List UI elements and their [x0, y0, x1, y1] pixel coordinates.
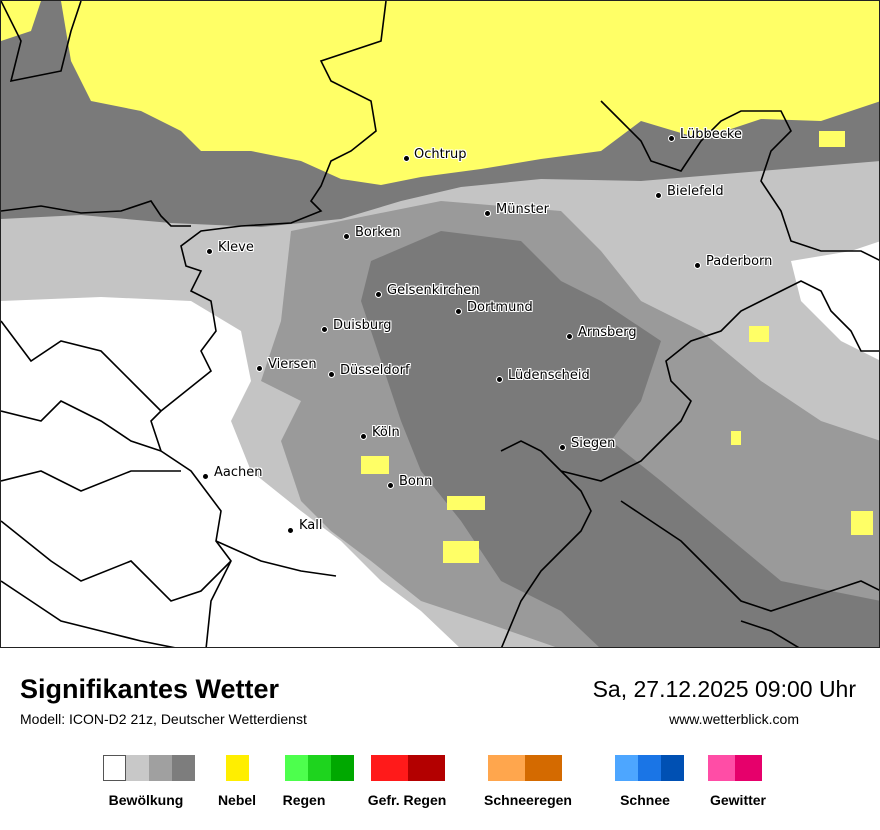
legend-swatch: [408, 755, 445, 781]
fog-patch: [443, 541, 479, 563]
website-link[interactable]: www.wetterblick.com: [669, 711, 799, 727]
map-footer: Signifikantes Wetter Modell: ICON-D2 21z…: [0, 648, 880, 830]
legend-swatch: [149, 755, 172, 781]
city-marker: [566, 333, 573, 340]
fog-patch: [361, 456, 389, 474]
legend-label-freezing-rain: Gefr. Regen: [367, 792, 447, 808]
legend-swatches-freezing-rain: [371, 755, 445, 781]
legend-swatches-fog: [226, 755, 249, 781]
city-label-gelsenkirchen: Gelsenkirchen: [387, 283, 480, 298]
city-marker: [484, 210, 491, 217]
legend-swatch: [371, 755, 408, 781]
weather-map: Ochtrup Lübbecke Bielefeld Münster Borke…: [0, 0, 880, 648]
legend-swatch: [285, 755, 308, 781]
city-label-kall: Kall: [299, 518, 323, 533]
city-marker: [694, 262, 701, 269]
city-marker: [455, 308, 462, 315]
city-marker: [202, 473, 209, 480]
city-marker: [375, 291, 382, 298]
city-marker: [655, 192, 662, 199]
legend-swatch: [735, 755, 762, 781]
city-marker: [403, 155, 410, 162]
city-label-koeln: Köln: [372, 425, 400, 440]
city-label-dortmund: Dortmund: [467, 300, 533, 315]
fog-patch: [447, 496, 485, 510]
city-label-paderborn: Paderborn: [706, 254, 773, 269]
city-marker: [360, 433, 367, 440]
legend-swatch: [226, 755, 249, 781]
country-borders: [1, 1, 879, 647]
dense-cloud-core: [361, 231, 879, 647]
city-marker: [287, 527, 294, 534]
forecast-datetime: Sa, 27.12.2025 09:00 Uhr: [592, 676, 856, 702]
legend-swatch: [615, 755, 638, 781]
legend-swatches-cloud: [103, 755, 195, 781]
city-marker: [328, 371, 335, 378]
legend-swatches-snow: [615, 755, 684, 781]
city-label-bielefeld: Bielefeld: [667, 184, 724, 199]
legend-label-snow: Schnee: [620, 792, 670, 808]
city-label-siegen: Siegen: [571, 436, 616, 451]
fog-patch: [749, 326, 769, 342]
legend-label-fog: Nebel: [217, 792, 257, 808]
city-marker: [559, 444, 566, 451]
legend-swatch: [488, 755, 525, 781]
city-label-borken: Borken: [355, 225, 401, 240]
city-label-luedenscheid: Lüdenscheid: [508, 368, 590, 383]
legend-swatch: [708, 755, 735, 781]
legend-swatch: [103, 755, 126, 781]
fog-area: [61, 1, 879, 185]
city-label-luebbecke: Lübbecke: [680, 127, 742, 142]
legend-swatches-sleet: [488, 755, 562, 781]
city-label-kleve: Kleve: [218, 240, 254, 255]
city-marker: [206, 248, 213, 255]
city-marker: [321, 326, 328, 333]
city-label-viersen: Viersen: [268, 357, 317, 372]
fog-patch-northwest: [1, 1, 41, 41]
map-title: Signifikantes Wetter: [20, 674, 280, 704]
legend-label-sleet: Schneeregen: [484, 792, 572, 808]
legend-swatches-thunderstorm: [708, 755, 762, 781]
city-label-bonn: Bonn: [399, 474, 433, 489]
legend-label-rain: Regen: [282, 792, 326, 808]
fog-patch: [731, 431, 741, 445]
legend-swatch: [308, 755, 331, 781]
clear-area-east: [791, 241, 879, 360]
legend-swatch: [331, 755, 354, 781]
city-marker: [668, 135, 675, 142]
city-label-ochtrup: Ochtrup: [414, 147, 467, 162]
legend-label-thunderstorm: Gewitter: [709, 792, 767, 808]
city-label-aachen: Aachen: [214, 465, 263, 480]
city-marker: [256, 365, 263, 372]
clear-area-west: [1, 297, 459, 647]
fog-patch: [851, 511, 873, 535]
legend-swatch: [638, 755, 661, 781]
map-canvas: [1, 1, 879, 647]
legend-swatch: [126, 755, 149, 781]
city-marker: [387, 482, 394, 489]
legend-swatch: [661, 755, 684, 781]
city-label-duisburg: Duisburg: [333, 318, 392, 333]
city-marker: [343, 233, 350, 240]
legend-swatch: [525, 755, 562, 781]
city-marker: [496, 376, 503, 383]
city-label-arnsberg: Arnsberg: [578, 325, 637, 340]
city-label-muenster: Münster: [496, 202, 549, 217]
city-label-duesseldorf: Düsseldorf: [340, 363, 410, 378]
legend-swatches-rain: [285, 755, 354, 781]
model-info: Modell: ICON-D2 21z, Deutscher Wetterdie…: [20, 711, 307, 727]
fog-patch: [819, 131, 845, 147]
legend-swatch: [172, 755, 195, 781]
legend-label-cloud: Bewölkung: [108, 792, 184, 808]
